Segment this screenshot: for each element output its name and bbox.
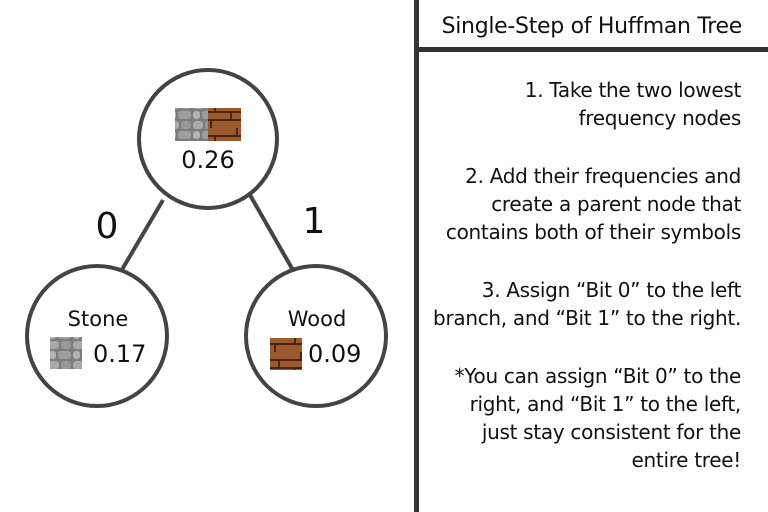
wood-texture-icon: [270, 338, 302, 370]
left-child-label: Stone: [68, 307, 129, 331]
right-child-frequency: 0.09: [308, 340, 361, 368]
left-child-node: Stone 0.17: [25, 264, 169, 408]
right-child-label: Wood: [288, 307, 347, 331]
right-child-node: Wood 0.09: [244, 264, 388, 408]
parent-node: 0.26: [137, 68, 279, 210]
consistency-note: *You can assign “Bit 0” to the right, an…: [454, 364, 742, 472]
step-2: 2. Add their frequencies and create a pa…: [445, 164, 741, 244]
panel-title: Single-Step of Huffman Tree: [419, 0, 768, 52]
stone-texture-icon: [175, 108, 208, 141]
steps-list: 1. Take the two lowest frequency nodes 2…: [433, 76, 741, 504]
parent-frequency: 0.26: [181, 146, 234, 174]
stone-texture-icon: [50, 337, 82, 369]
step-3: 3. Assign “Bit 0” to the left branch, an…: [433, 278, 741, 330]
instructions-panel: Single-Step of Huffman Tree 1. Take the …: [419, 0, 768, 512]
left-edge-bit-label: 0: [96, 206, 119, 247]
panel-divider: [414, 0, 419, 512]
left-edge: [118, 198, 165, 275]
huffman-tree-diagram: 0 1 0.26 Stone 0.17 Wood 0.09: [25, 68, 388, 408]
right-edge-bit-label: 1: [303, 201, 326, 242]
left-child-frequency: 0.17: [93, 340, 146, 368]
step-1: 1. Take the two lowest frequency nodes: [524, 78, 742, 130]
wood-texture-icon: [208, 108, 241, 141]
right-edge: [248, 194, 296, 273]
